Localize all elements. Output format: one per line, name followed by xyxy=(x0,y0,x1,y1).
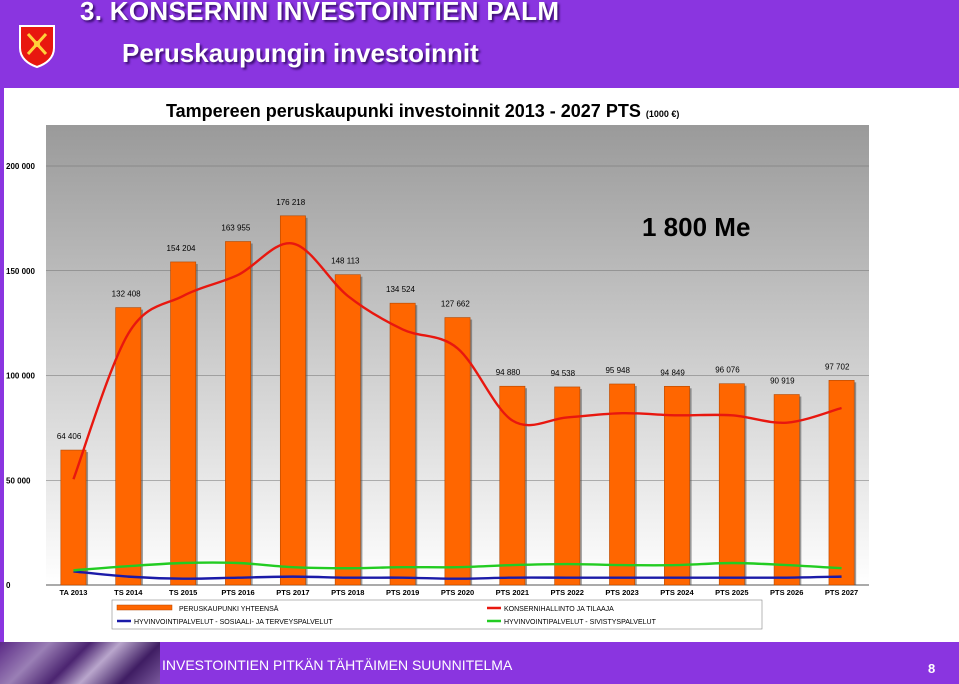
x-tick-label: PTS 2024 xyxy=(660,588,694,597)
footer-text: INVESTOINTIEN PITKÄN TÄHTÄIMEN SUUNNITEL… xyxy=(162,657,513,673)
bar xyxy=(828,380,855,586)
x-tick-label: PTS 2017 xyxy=(276,588,309,597)
x-tick-label: TA 2013 xyxy=(59,588,87,597)
bar xyxy=(225,241,251,586)
x-tick-label: PTS 2023 xyxy=(605,588,638,597)
page-number: 8 xyxy=(928,661,936,676)
bar-value-label: 94 538 xyxy=(551,369,576,378)
legend-swatch xyxy=(116,604,173,611)
y-tick-label: 0 xyxy=(6,581,11,590)
x-tick-label: PTS 2019 xyxy=(386,588,419,597)
chart-title-text: Tampereen peruskaupunki investoinnit 201… xyxy=(166,101,641,121)
bar-value-label: 97 702 xyxy=(825,362,850,371)
slide-title: 3. KONSERNIN INVESTOINTIEN PALM xyxy=(80,0,560,26)
y-tick-label: 50 000 xyxy=(6,476,31,485)
bar xyxy=(444,317,471,586)
x-tick-label: PTS 2020 xyxy=(441,588,474,597)
bar-value-label: 90 919 xyxy=(770,377,795,386)
x-tick-label: TS 2015 xyxy=(169,588,197,597)
bar-value-label: 154 204 xyxy=(167,244,196,253)
y-tick-label: 150 000 xyxy=(6,267,35,276)
slide-subtitle: Peruskaupungin investoinnit xyxy=(122,38,479,68)
footer-photo xyxy=(0,642,160,684)
left-border xyxy=(0,88,4,642)
sivistys-line xyxy=(73,561,842,572)
footer-bar: INVESTOINTIEN PITKÄN TÄHTÄIMEN SUUNNITEL… xyxy=(0,642,959,684)
bar xyxy=(773,394,800,586)
bar xyxy=(609,383,636,586)
bar xyxy=(499,385,526,586)
y-tick-label: 200 000 xyxy=(6,162,35,171)
bar xyxy=(60,449,87,586)
x-tick-label: PTS 2018 xyxy=(331,588,364,597)
tampere-coat-of-arms-icon xyxy=(19,25,55,68)
bar xyxy=(664,385,690,586)
x-tick-label: PTS 2022 xyxy=(551,588,584,597)
legend-label: PERUSKAUPUNKI YHTEENSÄ xyxy=(179,605,279,613)
investment-chart: 0 50 000 100 000 150 000 200 000 64 406 132 40… xyxy=(6,125,869,630)
bar-value-label: 176 218 xyxy=(276,198,305,207)
bar xyxy=(389,302,416,586)
chart-title-unit: (1000 €) xyxy=(645,109,680,119)
bar-value-label: 127 662 xyxy=(441,300,470,309)
header-bar: 3. KONSERNIN INVESTOINTIEN PALM Peruskau… xyxy=(0,0,959,88)
bar-value-label: 148 113 xyxy=(331,257,360,266)
x-tick-label: PTS 2027 xyxy=(825,588,858,597)
legend-box xyxy=(111,599,763,630)
x-tick-label: PTS 2016 xyxy=(221,588,254,597)
bar xyxy=(334,274,361,586)
bar xyxy=(170,261,197,586)
bar xyxy=(279,215,306,586)
x-tick-label: PTS 2026 xyxy=(770,588,803,597)
bar-value-label: 134 524 xyxy=(386,285,415,294)
bar-value-label: 96 076 xyxy=(715,366,740,375)
sote-line xyxy=(73,570,842,580)
bar xyxy=(115,307,142,586)
konsernihallinto-line xyxy=(72,242,842,480)
x-tick-label: TS 2014 xyxy=(114,588,143,597)
bar-value-label: 94 849 xyxy=(660,368,685,377)
legend-label: HYVINVOINTIPALVELUT - SIVISTYSPALVELUT xyxy=(504,619,657,626)
bar-value-label: 163 955 xyxy=(221,224,250,233)
bar-value-label: 132 408 xyxy=(112,290,141,299)
y-tick-label: 100 000 xyxy=(6,372,35,381)
bar-value-label: 95 948 xyxy=(605,366,630,375)
total-annotation: 1 800 Me xyxy=(642,212,751,242)
bar-value-label: 64 406 xyxy=(57,432,82,441)
legend-label: KONSERNIHALLINTO JA TILAAJA xyxy=(504,606,614,613)
legend-label: HYVINVOINTIPALVELUT - SOSIAALI- JA TERVE… xyxy=(134,619,333,626)
x-tick-label: PTS 2025 xyxy=(715,588,748,597)
x-tick-label: PTS 2021 xyxy=(496,588,529,597)
bar-value-label: 94 880 xyxy=(496,368,521,377)
chart-title: Tampereen peruskaupunki investoinnit 201… xyxy=(166,101,679,122)
